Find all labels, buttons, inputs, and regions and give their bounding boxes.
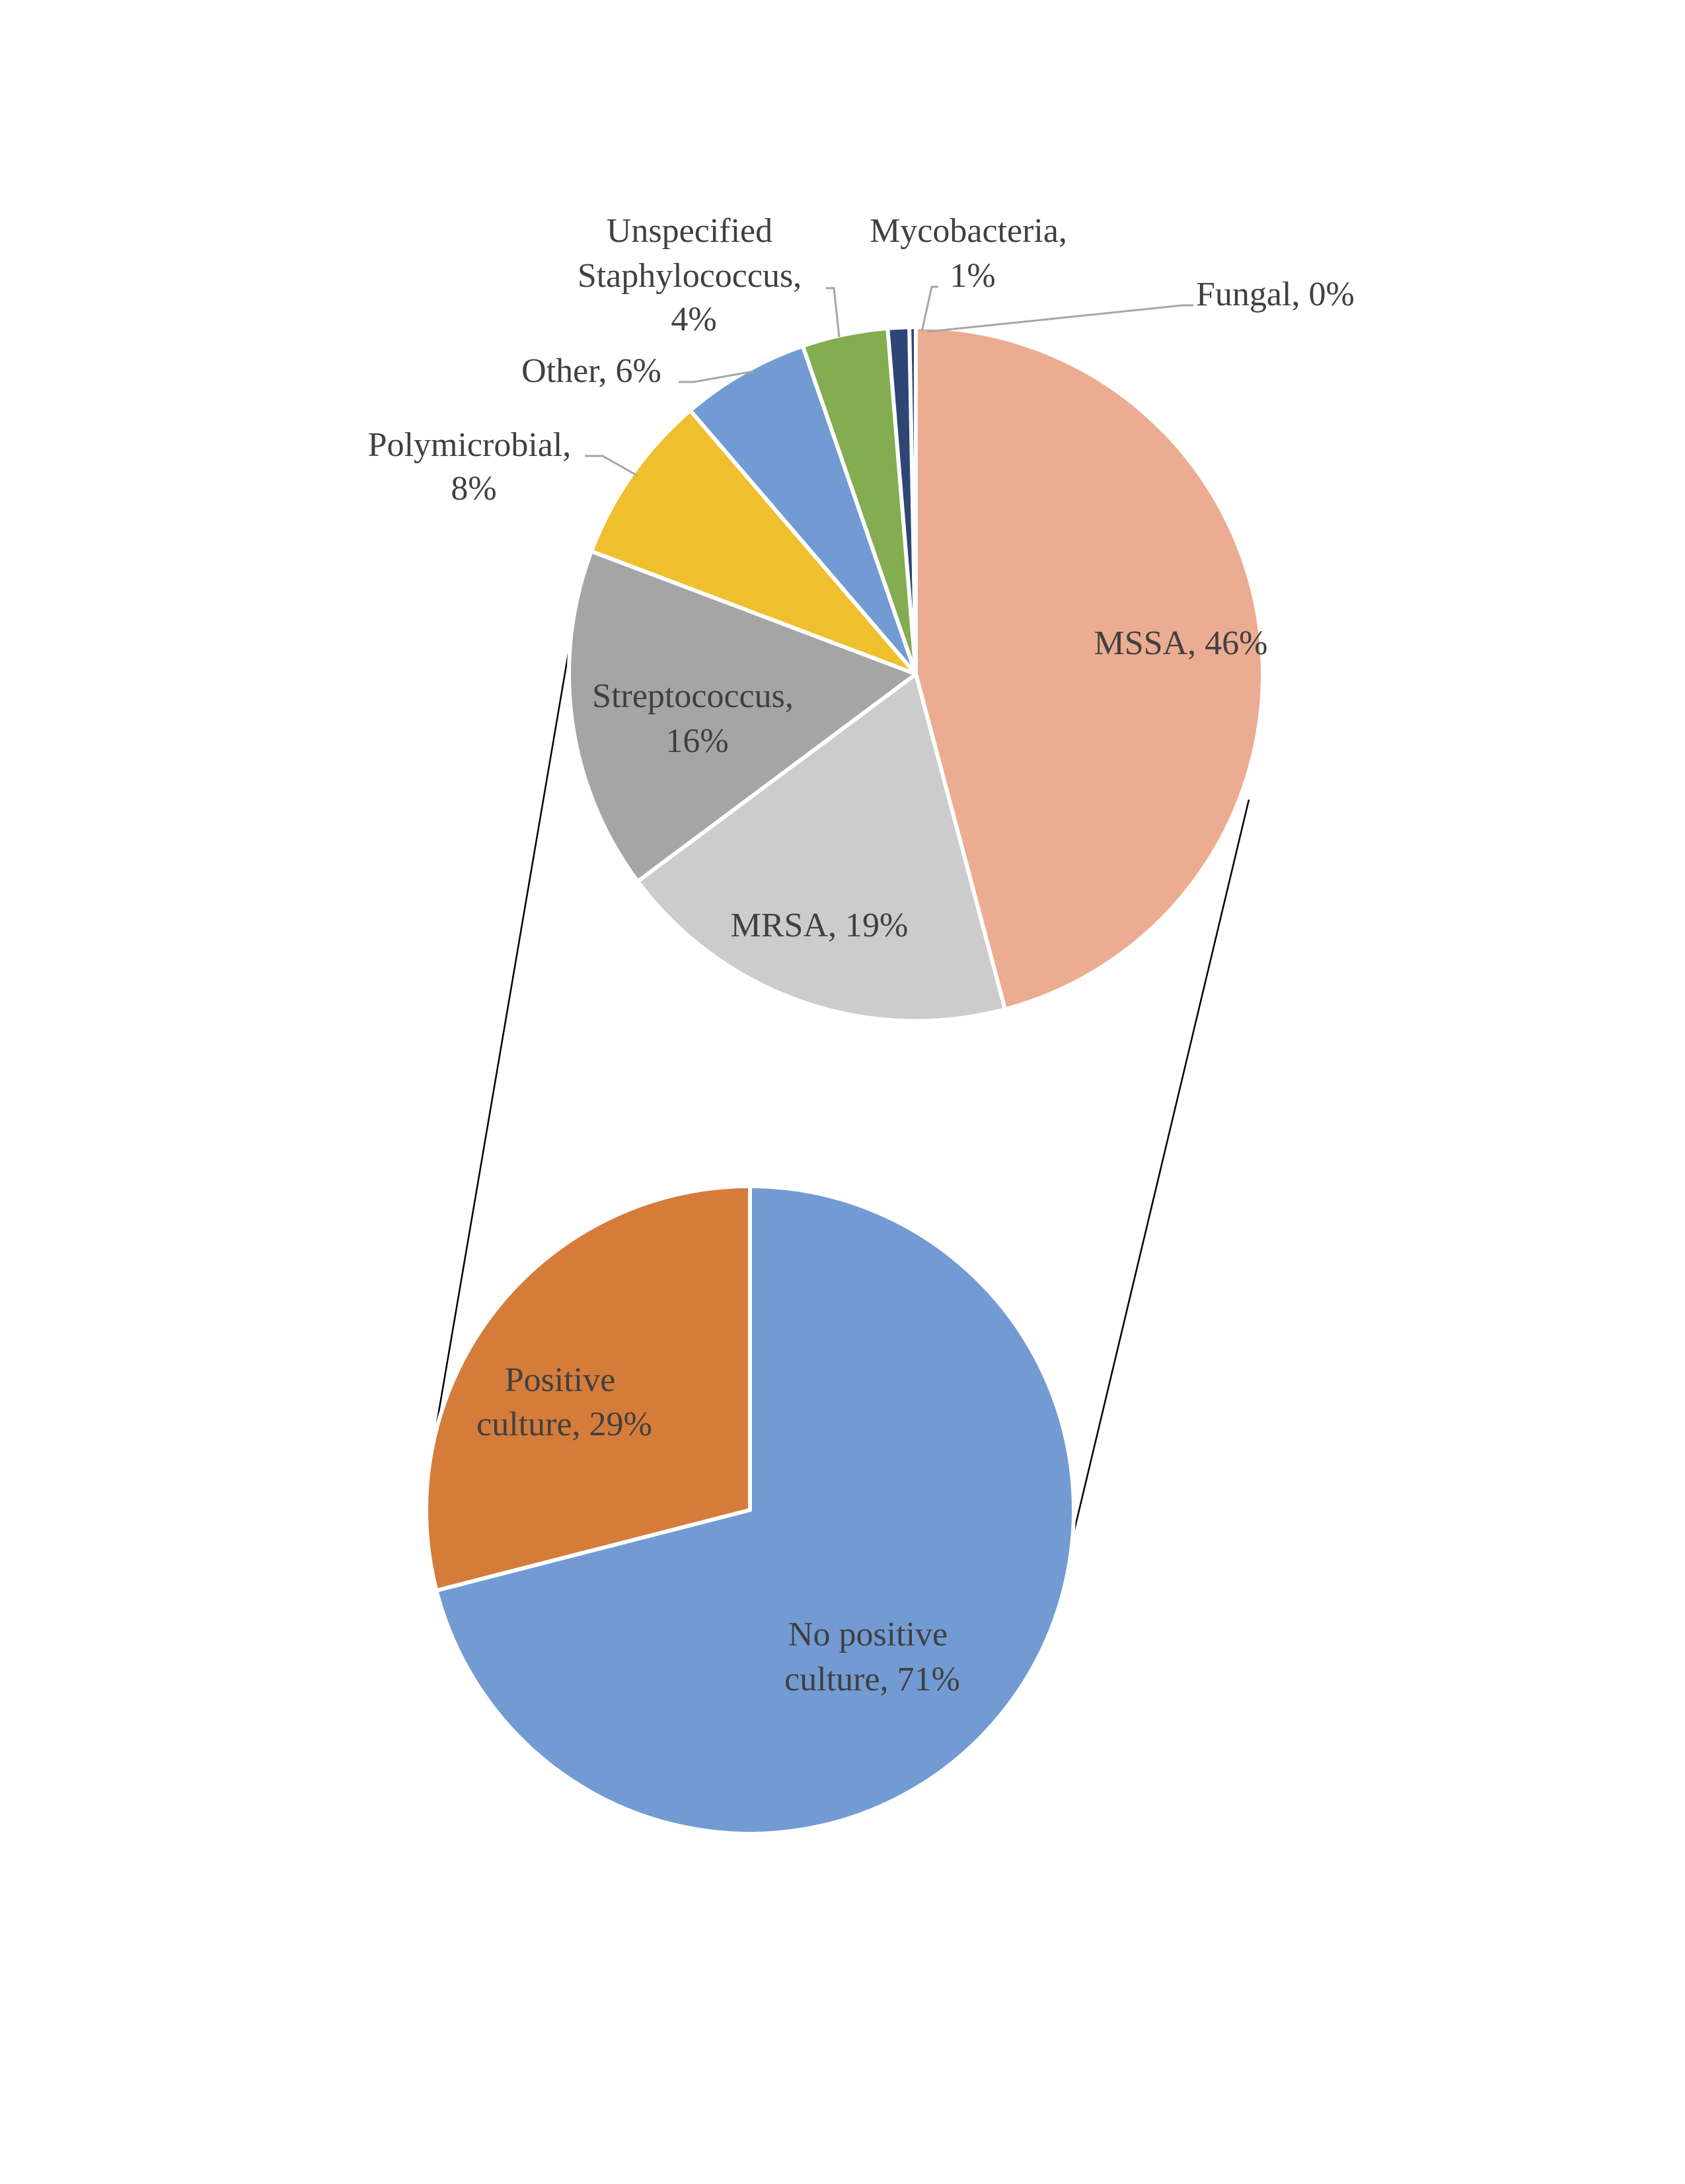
pie-connector-lines — [435, 634, 1250, 1547]
label-no-positive-culture: No positive culture, 71% — [784, 1616, 960, 1698]
slice-fungal — [907, 325, 918, 676]
label-mrsa: MRSA, 19% — [731, 907, 909, 944]
leader-line-polymicrobial — [585, 455, 638, 477]
label-streptococcus: Streptococcus, 16% — [592, 677, 802, 760]
detail-pie-leader-lines — [585, 285, 1193, 477]
slice-mssa — [914, 325, 1265, 1012]
label-positive-culture: Positive culture, 29% — [476, 1361, 652, 1443]
label-mssa: MSSA, 46% — [1094, 624, 1268, 662]
label-polymicrobial: Polymicrobial, 8% — [368, 426, 580, 508]
slice-no-positive-culture — [434, 1184, 1076, 1836]
connector-line-left — [435, 634, 573, 1428]
connector-line-right — [1069, 799, 1250, 1547]
slice-polymicrobial — [589, 408, 918, 676]
leader-line-mycobacteria — [920, 285, 938, 332]
detail-pie — [567, 325, 1265, 1023]
main-pie — [424, 1184, 1076, 1836]
leader-line-unspecified-staphylococcus — [826, 287, 841, 338]
slice-mrsa — [636, 672, 1007, 1023]
slice-streptococcus — [567, 549, 918, 884]
label-fungal: Fungal, 0% — [1196, 276, 1355, 313]
leader-line-other — [679, 370, 754, 383]
label-other: Other, 6% — [521, 352, 661, 390]
data-labels: MSSA, 46% MRSA, 19% Streptococcus, 16% P… — [368, 212, 1355, 1698]
label-unspecified-staphylococcus: Unspecified Staphylococcus, 4% — [578, 212, 810, 338]
leader-line-fungal — [926, 304, 1193, 333]
label-mycobacteria: Mycobacteria, 1% — [870, 212, 1076, 295]
slice-positive-culture — [424, 1184, 752, 1593]
